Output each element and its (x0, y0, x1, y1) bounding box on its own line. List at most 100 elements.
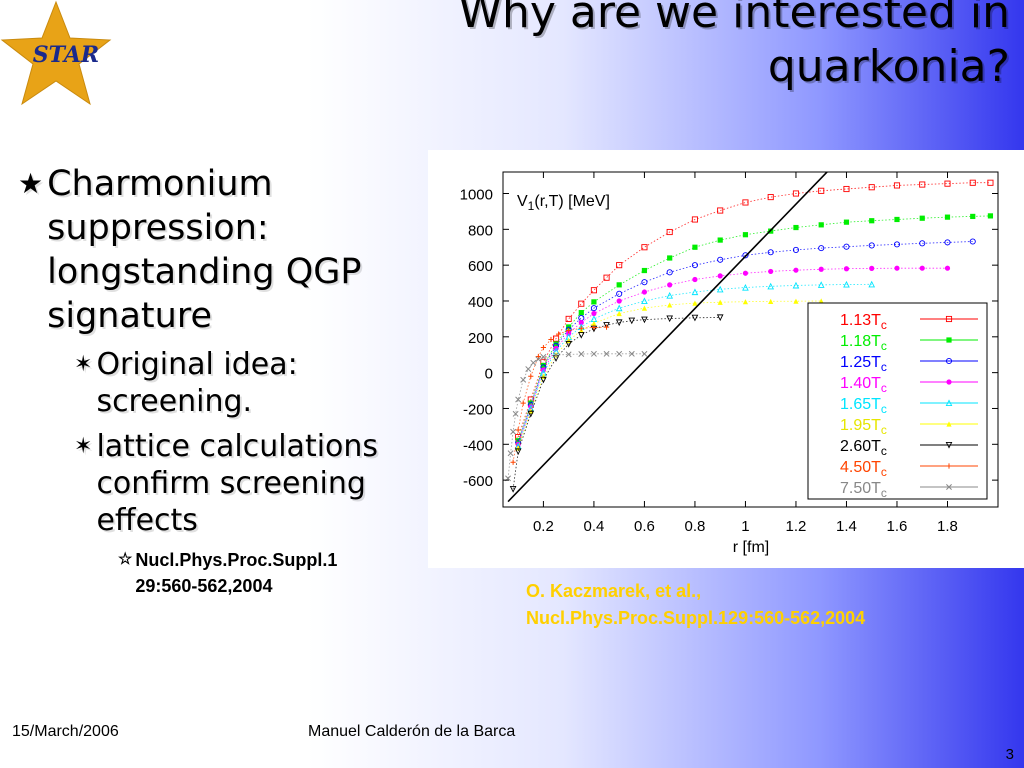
x-tick-label: 1.4 (836, 518, 857, 535)
x-tick-label: 1.8 (937, 518, 958, 535)
data-point (843, 266, 850, 272)
potential-chart: 0.2 0.4 0.6 0.8 1 1.2 1.4 1.6 1.8 -600 -400 -200 0 20… (460, 171, 999, 556)
data-point (552, 335, 560, 342)
data-point (894, 216, 900, 223)
legend-marker (946, 337, 952, 343)
data-point (818, 245, 825, 252)
star-logo: STAR (0, 0, 112, 106)
data-point (893, 241, 901, 248)
plot-layer (505, 172, 994, 503)
data-point (868, 280, 876, 288)
legend-label-subscript: c (881, 339, 887, 353)
data-point (818, 187, 825, 194)
data-point (894, 265, 900, 271)
series-7-50T (505, 350, 648, 482)
data-point (868, 242, 875, 249)
data-point (843, 243, 850, 250)
data-point (565, 340, 572, 348)
legend-label-subscript: c (881, 423, 887, 437)
data-point (944, 239, 951, 246)
data-point (615, 304, 623, 312)
legend-marker (945, 315, 953, 323)
data-point (919, 181, 926, 188)
data-point (525, 366, 532, 373)
data-point (716, 285, 724, 293)
data-point (742, 270, 749, 276)
x-tick-label: 0.6 (634, 518, 655, 535)
chart-title-subscript: 1 (528, 199, 535, 213)
data-point (692, 300, 698, 306)
data-point (893, 182, 901, 189)
data-point (577, 331, 585, 339)
legend-label-subscript: c (881, 486, 887, 500)
data-point (555, 331, 562, 337)
data-point (616, 350, 623, 357)
legend-label: 1.13Tc (840, 312, 887, 332)
data-point (528, 400, 534, 406)
data-point (603, 350, 610, 357)
data-point (817, 281, 825, 288)
data-point (548, 336, 554, 343)
data-point (717, 256, 724, 263)
data-point (578, 351, 585, 357)
series-trace (517, 241, 973, 443)
data-point (616, 310, 622, 317)
data-point (742, 232, 749, 238)
data-point (666, 228, 673, 236)
data-point (509, 486, 517, 493)
data-point (540, 344, 547, 351)
data-point (793, 267, 799, 273)
data-point (578, 314, 585, 322)
star-bullet-icon: ✶ (74, 434, 93, 459)
data-point (515, 396, 522, 403)
data-point (717, 273, 723, 279)
data-point (818, 266, 824, 272)
data-point (768, 268, 774, 275)
legend-label: 2.60Tc (840, 438, 887, 458)
data-point (512, 410, 519, 417)
data-point (868, 184, 875, 191)
bullet-level3-reference: ☆ Nucl.Phys.Proc.Suppl.1 29:560-562,2004 (118, 547, 428, 599)
data-point (792, 246, 800, 253)
data-point (628, 350, 635, 357)
axes-layer: 0.2 0.4 0.6 0.8 1 1.2 1.4 1.6 1.8 -600 -400 -200 0 20… (460, 171, 999, 556)
data-point (666, 292, 674, 299)
bullet-level2-screening-text: Original idea: screening. (96, 347, 298, 419)
y-tick-label: -200 (463, 401, 493, 418)
data-point (987, 179, 994, 186)
star-bullet-icon: ✶ (74, 352, 93, 377)
data-point (667, 302, 673, 308)
data-point (944, 265, 951, 271)
data-point (717, 237, 723, 243)
data-point (641, 279, 648, 286)
star-bullet-icon: ★ (18, 167, 44, 200)
data-point (578, 319, 584, 326)
data-point (818, 298, 824, 304)
legend-label-subscript: c (881, 402, 887, 416)
series-2-60T (509, 314, 724, 493)
legend-marker (945, 357, 953, 365)
data-point (691, 288, 699, 296)
bullet-level2-lattice: ✶ lattice calculations confirm screening… (74, 428, 428, 539)
data-point (520, 376, 527, 383)
data-point (641, 244, 648, 251)
data-point (742, 283, 749, 291)
slide-title: Why are we interested in quarkonia? (390, 0, 1010, 94)
data-point (666, 315, 674, 323)
data-point (767, 194, 774, 201)
data-point (616, 262, 623, 269)
data-point (515, 438, 521, 444)
y-tick-label: -400 (463, 437, 493, 454)
data-point (970, 213, 976, 220)
data-point (969, 238, 976, 245)
data-point (767, 249, 774, 256)
series-trace (507, 353, 645, 479)
star-logo-icon (0, 0, 112, 106)
data-point (553, 352, 559, 359)
data-point (793, 224, 799, 231)
data-point (767, 282, 775, 290)
data-point (691, 216, 698, 223)
footer-author: Manuel Calderón de la Barca (308, 723, 516, 740)
data-point (641, 305, 648, 311)
bullet-level2-lattice-text: lattice calculations confirm screening e… (96, 429, 379, 538)
